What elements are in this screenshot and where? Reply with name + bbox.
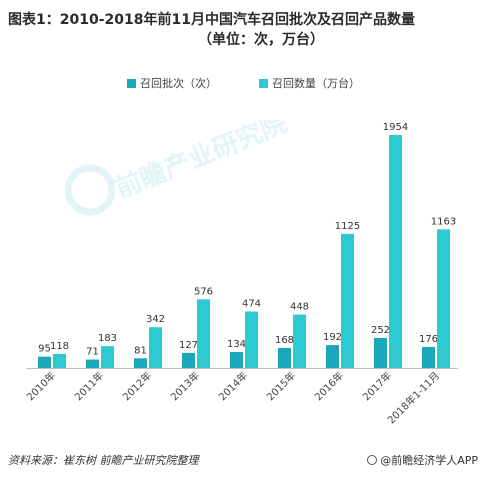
bar-quantity [149, 327, 162, 368]
data-label-quantity: 576 [194, 286, 213, 297]
bar-quantity [197, 299, 210, 368]
data-label-batches: 95 [38, 344, 51, 355]
x-tick-label: 2014年 [216, 369, 250, 403]
x-tick-label: 2013年 [168, 369, 202, 403]
legend-swatch-quantity [259, 79, 268, 88]
data-label-batches: 71 [86, 347, 99, 358]
brand-credit: @前瞻经济学人APP [367, 452, 478, 470]
x-tick-label: 2011年 [72, 369, 106, 403]
data-label-batches: 176 [419, 334, 438, 345]
bar-quantity [53, 353, 66, 368]
source-note: 资料来源：崔东树 前瞻产业研究院整理 [8, 454, 199, 467]
footer: 资料来源：崔东树 前瞻产业研究院整理 @前瞻经济学人APP [8, 452, 478, 470]
data-label-batches: 127 [179, 340, 198, 351]
data-label-quantity: 183 [98, 333, 117, 344]
legend-swatch-batches [127, 79, 136, 88]
data-label-quantity: 448 [290, 302, 309, 313]
legend-label-batches: 召回批次（次） [140, 77, 217, 90]
bar-quantity [101, 346, 114, 368]
bar-batches [134, 358, 147, 368]
data-label-batches: 168 [275, 335, 294, 346]
bar-quantity [245, 311, 258, 368]
bar-batches [230, 352, 243, 368]
data-label-quantity: 1163 [431, 216, 456, 227]
data-label-quantity: 474 [242, 298, 261, 309]
chart-title-line-1: 图表1：2010-2018年前11月中国汽车召回批次及召回产品数量 [8, 12, 415, 28]
x-tick-label: 2016年 [312, 369, 346, 403]
data-label-batches: 81 [134, 345, 147, 356]
data-label-quantity: 118 [50, 341, 69, 352]
bar-quantity [437, 229, 450, 368]
legend-item-batches: 召回批次（次） [127, 76, 217, 92]
chart-title-line-2: （单位：次，万台） [198, 32, 324, 48]
data-label-quantity: 1125 [335, 221, 360, 232]
data-label-batches: 252 [371, 325, 390, 336]
bar-batches [374, 337, 387, 368]
bar-batches [86, 359, 99, 368]
chart-title: 图表1：2010-2018年前11月中国汽车召回批次及召回产品数量 （单位：次，… [8, 10, 478, 50]
legend-item-quantity: 召回数量（万台） [259, 76, 360, 92]
data-label-quantity: 1954 [383, 122, 408, 133]
bar-batches [422, 347, 435, 368]
x-tick-label: 2010年 [24, 369, 58, 403]
x-tick-label: 2012年 [120, 369, 154, 403]
data-label-batches: 192 [323, 332, 342, 343]
x-tick-label: 2015年 [264, 369, 298, 403]
brand-text: @前瞻经济学人APP [380, 454, 478, 467]
bar-quantity [341, 233, 354, 368]
x-tick-label: 2017年 [360, 369, 394, 403]
data-label-batches: 134 [227, 339, 246, 350]
brand-icon [367, 455, 378, 465]
bar-batches [38, 356, 51, 368]
bar-batches [278, 347, 291, 368]
bar-batches [326, 345, 339, 368]
bar-batches [182, 352, 195, 368]
chart-legend: 召回批次（次） 召回数量（万台） [0, 76, 483, 92]
data-label-quantity: 342 [146, 314, 165, 325]
legend-label-quantity: 召回数量（万台） [272, 77, 360, 90]
bar-quantity [389, 135, 402, 368]
bar-quantity [293, 314, 306, 368]
